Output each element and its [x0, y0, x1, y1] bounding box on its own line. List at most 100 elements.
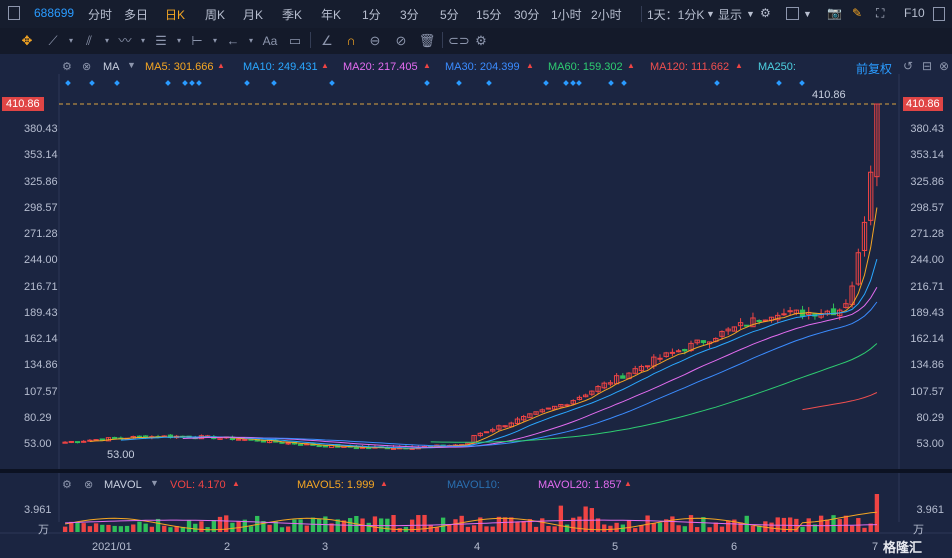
interval-tab[interactable]: 1分 — [362, 8, 381, 22]
volume-bar — [273, 521, 278, 532]
undo-icon[interactable]: ↺ — [903, 59, 914, 73]
pencil-icon[interactable]: ✎ — [852, 6, 863, 20]
magnet-icon[interactable]: ∩ — [346, 33, 356, 48]
text-tool-icon[interactable]: Aa — [262, 34, 278, 48]
interval-tab[interactable]: 月K — [243, 8, 264, 22]
angle-icon[interactable]: ∠ — [321, 33, 333, 48]
volume-bar — [286, 526, 291, 532]
interval-tab[interactable]: 周K — [205, 8, 226, 22]
arrow-left-icon[interactable]: ← — [226, 33, 240, 48]
volume-bar — [81, 523, 86, 532]
volume-bar — [527, 519, 533, 532]
close-icon[interactable]: ⊗ — [84, 479, 94, 491]
candle-body — [861, 221, 868, 251]
chevron-down-icon[interactable]: ▾ — [104, 36, 109, 45]
range-tool-icon[interactable]: ⊢ — [191, 33, 203, 48]
gear-icon[interactable]: ⚙ — [475, 33, 487, 48]
volume-bar — [391, 515, 396, 532]
current-price-badge-left: 410.86 — [2, 97, 44, 111]
chevron-down-icon[interactable]: ▾ — [140, 36, 145, 45]
chevron-down-icon[interactable]: ▼ — [150, 478, 159, 488]
chart-background — [0, 54, 952, 558]
volume-bar — [540, 518, 545, 532]
interval-tab[interactable]: 多日 — [124, 8, 149, 22]
interval-tab[interactable]: 分时 — [88, 8, 113, 22]
interval-tab[interactable]: 3分 — [400, 8, 419, 22]
comment-icon[interactable]: ▭ — [288, 33, 302, 48]
chevron-down-icon[interactable]: ▼ — [127, 60, 136, 70]
camera-icon[interactable]: 📷 — [827, 6, 842, 20]
chevron-down-icon[interactable]: ▼ — [706, 9, 715, 19]
sidebar-toggle-icon[interactable] — [8, 5, 20, 20]
link-icon[interactable]: ⊂⊃ — [448, 33, 470, 48]
lock-icon[interactable]: ⊖ — [369, 33, 381, 48]
fullscreen-icon[interactable]: ⛶ — [876, 6, 885, 20]
chevron-down-icon[interactable]: ▾ — [248, 36, 253, 45]
volume-bar — [608, 525, 613, 532]
candle-body — [477, 432, 483, 437]
interval-tab[interactable]: 2小时 — [591, 8, 622, 22]
chevron-down-icon[interactable]: ▾ — [176, 36, 181, 45]
volume-bar — [763, 521, 768, 532]
f10-button[interactable]: F10 — [904, 6, 925, 20]
time-tick: 3 — [322, 541, 329, 553]
candlestick-chart[interactable] — [0, 54, 952, 558]
close-icon[interactable]: ⊗ — [82, 61, 92, 73]
volume-bar — [849, 525, 855, 532]
up-arrow-icon: ▲ — [321, 61, 329, 70]
line-tool-icon[interactable]: ⟋ — [48, 33, 58, 48]
interval-tab[interactable]: 15分 — [476, 8, 502, 22]
price-tick-right: 189.43 — [910, 306, 944, 319]
volume-bar — [769, 522, 774, 532]
interval-tab[interactable]: 日K — [165, 8, 186, 22]
volume-bar — [366, 522, 371, 532]
gear-icon[interactable]: ⚙ — [62, 61, 72, 73]
volume-bar — [787, 517, 793, 532]
candle-body — [533, 411, 539, 415]
volume-bar — [236, 521, 241, 532]
volume-bar — [484, 526, 489, 532]
interval-tab[interactable]: 5分 — [440, 8, 459, 22]
multi-interval-select[interactable]: 1天：1分K — [647, 8, 705, 22]
volume-bar — [533, 526, 539, 532]
interval-tab[interactable]: 季K — [282, 8, 303, 22]
adjust-select[interactable]: 前复权 — [856, 62, 893, 76]
interval-tab[interactable]: 1小时 — [551, 8, 582, 22]
chevron-down-icon[interactable]: ▾ — [68, 36, 73, 45]
chevron-down-icon[interactable]: ▼ — [803, 9, 812, 19]
wave-tool-icon[interactable]: 〰 — [118, 33, 132, 48]
volume-bar — [93, 523, 99, 532]
price-tick-right: 325.86 — [910, 175, 944, 188]
close-icon[interactable]: ⊗ — [939, 59, 950, 73]
fibonacci-tool-icon[interactable]: ☰ — [155, 33, 167, 48]
checkbox-icon[interactable] — [786, 6, 799, 21]
symbol-code[interactable]: 688699 — [34, 6, 75, 20]
sidebar-toggle-icon[interactable] — [933, 6, 945, 21]
volume-bar — [558, 505, 564, 532]
volume-bar — [186, 520, 192, 532]
vol-axis-unit-right: 万 — [913, 524, 924, 536]
candle-body — [787, 310, 793, 313]
candle-body — [390, 447, 397, 450]
current-price-badge-right: 410.86 — [903, 97, 943, 111]
interval-tab[interactable]: 年K — [321, 8, 342, 22]
signal-marker — [608, 80, 614, 86]
trash-icon[interactable]: 🗑 — [418, 33, 436, 48]
channel-tool-icon[interactable]: ⫽ — [86, 33, 92, 48]
volume-bar — [248, 526, 254, 532]
interval-tab[interactable]: 30分 — [514, 8, 540, 22]
candle-body — [279, 441, 285, 444]
collapse-icon[interactable]: ⊟ — [922, 59, 933, 73]
gear-icon[interactable]: ⚙ — [62, 479, 72, 491]
display-menu[interactable]: 显示 — [718, 8, 743, 22]
crosshair-icon[interactable]: ✥ — [21, 33, 33, 48]
candle-body — [570, 400, 576, 405]
candle-body — [744, 324, 750, 327]
chart-area[interactable]: ⚙ ⊗ MA ▼ MA5: 301.666 ▲ MA10: 249.431 ▲ … — [0, 54, 952, 558]
volume-bar — [447, 524, 452, 532]
chevron-down-icon[interactable]: ▼ — [746, 9, 755, 19]
chevron-down-icon[interactable]: ▾ — [212, 36, 217, 45]
candle-body — [508, 422, 514, 428]
gear-icon[interactable]: ⚙ — [760, 6, 771, 20]
hide-icon[interactable]: ⊘ — [395, 33, 407, 48]
